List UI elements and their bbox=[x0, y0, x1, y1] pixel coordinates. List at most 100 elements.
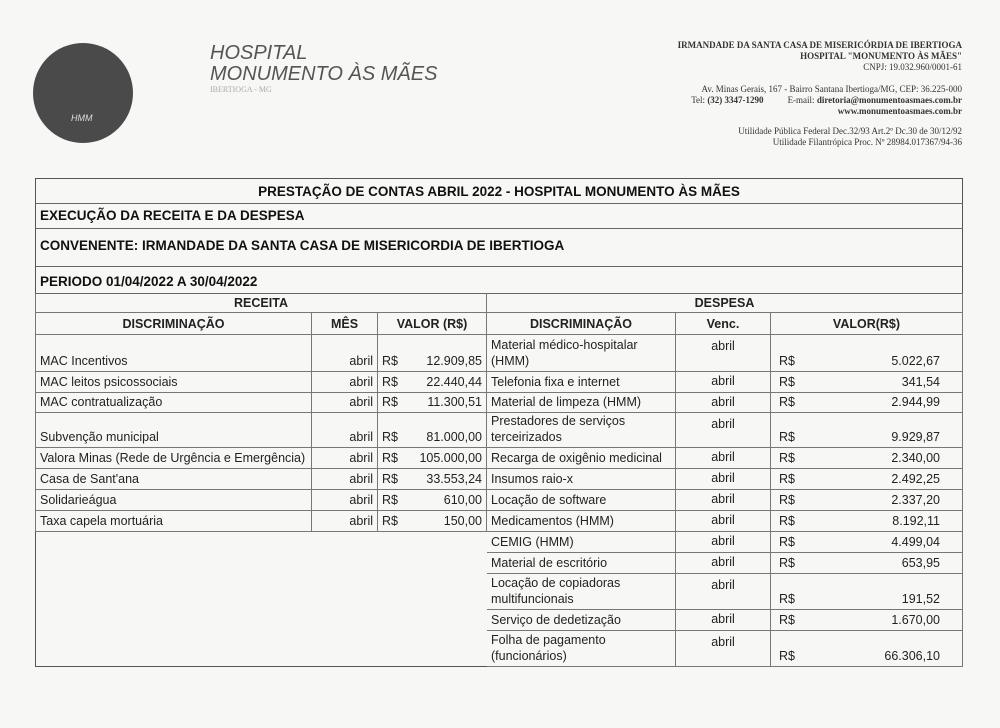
contact-line: Tel: (32) 3347-1290 E-mail: diretoria@mon… bbox=[691, 95, 962, 105]
receita-column-header: MÊS bbox=[312, 313, 378, 335]
receita-row-desc: MAC leitos psicossociais bbox=[35, 372, 312, 393]
currency: R$ bbox=[779, 514, 795, 528]
hospital-name-line1: HOSPITAL bbox=[210, 42, 308, 64]
currency: R$ bbox=[779, 395, 795, 409]
despesa-row-desc: Material de escritório bbox=[487, 553, 676, 574]
receita-row-mes: abril bbox=[312, 372, 378, 393]
receita-row-desc: Casa de Sant'ana bbox=[35, 469, 312, 490]
receita-row-mes: abril bbox=[312, 490, 378, 511]
amount: 191,52 bbox=[901, 592, 940, 606]
despesa-row-desc: Folha de pagamento (funcionários) bbox=[487, 631, 676, 667]
amount: 66.306,10 bbox=[884, 649, 940, 663]
receita-row-valor: R$ 150,00 bbox=[378, 511, 487, 532]
despesa-row-valor: R$ 2.492,25 bbox=[771, 469, 963, 490]
receita-row-mes: abril bbox=[312, 511, 378, 532]
despesa-row-venc: abril bbox=[676, 393, 771, 413]
receita-row-desc: Subvenção municipal bbox=[35, 413, 312, 448]
despesa-row-valor: R$ 1.670,00 bbox=[771, 610, 963, 631]
receita-row-desc: MAC Incentivos bbox=[35, 335, 312, 372]
despesa-row-venc: abril bbox=[676, 631, 771, 667]
receita-heading: RECEITA bbox=[35, 293, 487, 313]
receita-row-desc: Solidarieágua bbox=[35, 490, 312, 511]
despesa-row-venc: abril bbox=[676, 553, 771, 574]
amount: 2.337,20 bbox=[891, 493, 940, 507]
hospital-quoted: HOSPITAL "MONUMENTO ÀS MÃES" bbox=[800, 51, 962, 61]
email-link[interactable]: diretoria@monumentoasmaes.com.br bbox=[816, 95, 962, 105]
receita-row-mes: abril bbox=[312, 335, 378, 372]
utilidade-publica: Utilidade Pública Federal Dec.32/93 Art.… bbox=[738, 126, 962, 136]
despesa-row-valor: R$ 191,52 bbox=[771, 574, 963, 610]
despesa-row-valor: R$ 5.022,67 bbox=[771, 335, 963, 372]
despesa-row-valor: R$ 2.340,00 bbox=[771, 448, 963, 469]
despesa-row-desc: Material de limpeza (HMM) bbox=[487, 393, 676, 413]
amount: 9.929,87 bbox=[891, 430, 940, 444]
currency: R$ bbox=[382, 375, 398, 389]
despesa-column-header: DISCRIMINAÇÃO bbox=[487, 313, 676, 335]
currency: R$ bbox=[779, 649, 795, 663]
currency: R$ bbox=[382, 493, 398, 507]
amount: 2.492,25 bbox=[891, 472, 940, 486]
amount: 653,95 bbox=[901, 556, 940, 570]
periodo: PERIODO 01/04/2022 A 30/04/2022 bbox=[40, 274, 258, 289]
execucao-heading: EXECUÇÃO DA RECEITA E DA DESPESA bbox=[40, 208, 305, 223]
currency: R$ bbox=[382, 395, 398, 409]
despesa-row-venc: abril bbox=[676, 372, 771, 393]
amount: 341,54 bbox=[901, 375, 940, 389]
receita-row-valor: R$ 610,00 bbox=[378, 490, 487, 511]
address: Av. Minas Gerais, 167 - Bairro Santana I… bbox=[701, 84, 962, 94]
amount: 150,00 bbox=[443, 514, 482, 528]
despesa-row-valor: R$ 66.306,10 bbox=[771, 631, 963, 667]
amount: 1.670,00 bbox=[891, 613, 940, 627]
despesa-row-desc: Serviço de dedetização bbox=[487, 610, 676, 631]
currency: R$ bbox=[779, 430, 795, 444]
amount: 2.944,99 bbox=[891, 395, 940, 409]
despesa-row-desc: Recarga de oxigênio medicinal bbox=[487, 448, 676, 469]
utilidade-filantropica: Utilidade Filantrópica Proc. Nº 28984.01… bbox=[772, 137, 962, 147]
receita-row-mes: abril bbox=[312, 413, 378, 448]
currency: R$ bbox=[779, 354, 795, 368]
amount: 610,00 bbox=[443, 493, 482, 507]
despesa-row-valor: R$ 341,54 bbox=[771, 372, 963, 393]
receita-row-desc: Taxa capela mortuária bbox=[35, 511, 312, 532]
currency: R$ bbox=[382, 430, 398, 444]
currency: R$ bbox=[779, 375, 795, 389]
report-title: PRESTAÇÃO DE CONTAS ABRIL 2022 - HOSPITA… bbox=[258, 184, 740, 199]
despesa-row-venc: abril bbox=[676, 469, 771, 490]
despesa-row-venc: abril bbox=[676, 532, 771, 553]
despesa-row-venc: abril bbox=[676, 490, 771, 511]
despesa-row-desc: Locação de copiadoras multifuncionais bbox=[487, 574, 676, 610]
despesa-row-desc: Prestadores de serviços terceirizados bbox=[487, 413, 676, 448]
despesa-column-header: Venc. bbox=[676, 313, 771, 335]
receita-row-valor: R$ 33.553,24 bbox=[378, 469, 487, 490]
despesa-row-desc: Material médico-hospitalar (HMM) bbox=[487, 335, 676, 372]
amount: 4.499,04 bbox=[891, 535, 940, 549]
despesa-row-desc: Medicamentos (HMM) bbox=[487, 511, 676, 532]
currency: R$ bbox=[779, 592, 795, 606]
currency: R$ bbox=[779, 535, 795, 549]
receita-row-mes: abril bbox=[312, 469, 378, 490]
amount: 5.022,67 bbox=[891, 354, 940, 368]
despesa-row-venc: abril bbox=[676, 335, 771, 372]
hospital-name-line2: MONUMENTO ÀS MÃES bbox=[210, 63, 438, 85]
despesa-column-header: VALOR(R$) bbox=[771, 313, 963, 335]
amount: 12.909,85 bbox=[426, 354, 482, 368]
despesa-row-valor: R$ 8.192,11 bbox=[771, 511, 963, 532]
despesa-row-valor: R$ 2.337,20 bbox=[771, 490, 963, 511]
amount: 22.440,44 bbox=[426, 375, 482, 389]
currency: R$ bbox=[779, 613, 795, 627]
currency: R$ bbox=[382, 451, 398, 465]
receita-row-desc: Valora Minas (Rede de Urgência e Emergên… bbox=[35, 448, 312, 469]
receita-row-valor: R$ 105.000,00 bbox=[378, 448, 487, 469]
receita-row-valor: R$ 12.909,85 bbox=[378, 335, 487, 372]
website-link[interactable]: www.monumentoasmaes.com.br bbox=[837, 106, 962, 116]
receita-column-header: VALOR (R$) bbox=[378, 313, 487, 335]
despesa-row-valor: R$ 653,95 bbox=[771, 553, 963, 574]
org-name: IRMANDADE DA SANTA CASA DE MISERICÓRDIA … bbox=[677, 40, 962, 50]
receita-row-mes: abril bbox=[312, 393, 378, 413]
convenente: CONVENENTE: IRMANDADE DA SANTA CASA DE M… bbox=[40, 238, 565, 253]
despesa-row-venc: abril bbox=[676, 574, 771, 610]
receita-row-valor: R$ 81.000,00 bbox=[378, 413, 487, 448]
despesa-row-desc: Insumos raio-x bbox=[487, 469, 676, 490]
despesa-heading: DESPESA bbox=[487, 293, 963, 313]
